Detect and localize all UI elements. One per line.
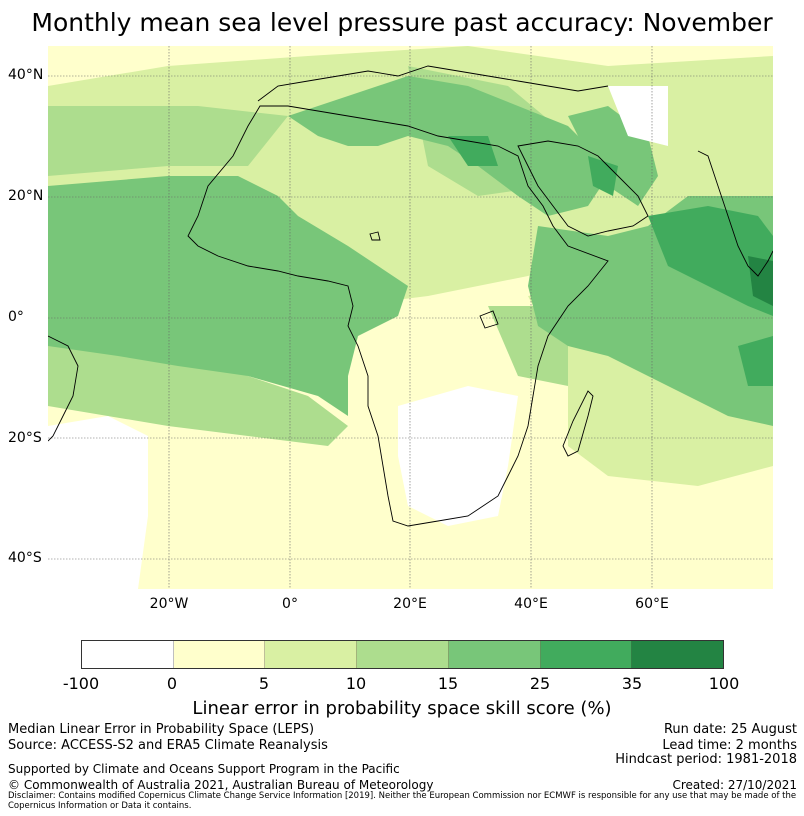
colorbar-segment [357, 641, 449, 668]
lat-label-0: 0° [8, 309, 24, 325]
lon-label-20e: 20°E [393, 596, 427, 612]
skill-region-very-high [448, 136, 773, 386]
lake-victoria [479, 310, 499, 329]
colorbar-tick: 10 [345, 674, 367, 693]
india-coastline [697, 150, 773, 277]
footer-hindcast: Hindcast period: 1981-2018 [615, 752, 797, 767]
skill-score-map [48, 46, 773, 589]
colorbar-segment [540, 641, 633, 668]
lake-chad [369, 231, 381, 241]
lat-label-20n: 20°N [8, 188, 44, 204]
colorbar-label: Linear error in probability space skill … [192, 698, 612, 719]
footer-lead-time: Lead time: 2 months [662, 738, 797, 753]
colorbar-segment [448, 641, 541, 668]
lon-label-20w: 20°W [149, 596, 189, 612]
footer-support: Supported by Climate and Oceans Support … [8, 762, 400, 776]
footer-leps: Median Linear Error in Probability Space… [8, 722, 315, 737]
arabia-coastline [517, 140, 649, 237]
south-america-coastline [48, 335, 79, 442]
colorbar-tick: 25 [529, 674, 551, 693]
africa-coastline [187, 105, 609, 527]
colorbar-tick: 35 [621, 674, 643, 693]
footer-copyright: © Commonwealth of Australia 2021, Austra… [8, 778, 434, 792]
lat-label-40s: 40°S [8, 550, 42, 566]
madagascar-coastline [562, 390, 594, 457]
colorbar-tick: 100 [708, 674, 740, 693]
chart-title: Monthly mean sea level pressure past acc… [31, 8, 773, 37]
footer-source: Source: ACCESS-S2 and ERA5 Climate Reana… [8, 738, 328, 753]
skill-region-none [48, 86, 668, 589]
coastlines [48, 65, 773, 527]
colorbar-segment [265, 641, 358, 668]
europe-coastline [257, 65, 609, 102]
colorbar [81, 640, 724, 669]
footer-disclaimer: Disclaimer: Contains modified Copernicus… [8, 791, 797, 811]
colorbar-tick: 5 [258, 674, 270, 693]
lon-label-0: 0° [282, 596, 298, 612]
lat-label-20s: 20°S [8, 430, 42, 446]
colorbar-tick: 15 [437, 674, 459, 693]
colorbar-segment [632, 641, 724, 668]
skill-region-highest [748, 256, 773, 306]
colorbar-tick: 0 [166, 674, 178, 693]
colorbar-segment [173, 641, 266, 668]
lat-label-40n: 40°N [8, 67, 44, 83]
lon-label-60e: 60°E [635, 596, 669, 612]
footer-run-date: Run date: 25 August [663, 722, 797, 737]
map-gridlines [48, 46, 773, 589]
footer-created: Created: 27/10/2021 [672, 778, 797, 792]
lon-label-40e: 40°E [514, 596, 548, 612]
colorbar-tick: -100 [62, 674, 100, 693]
colorbar-segment [82, 641, 174, 668]
